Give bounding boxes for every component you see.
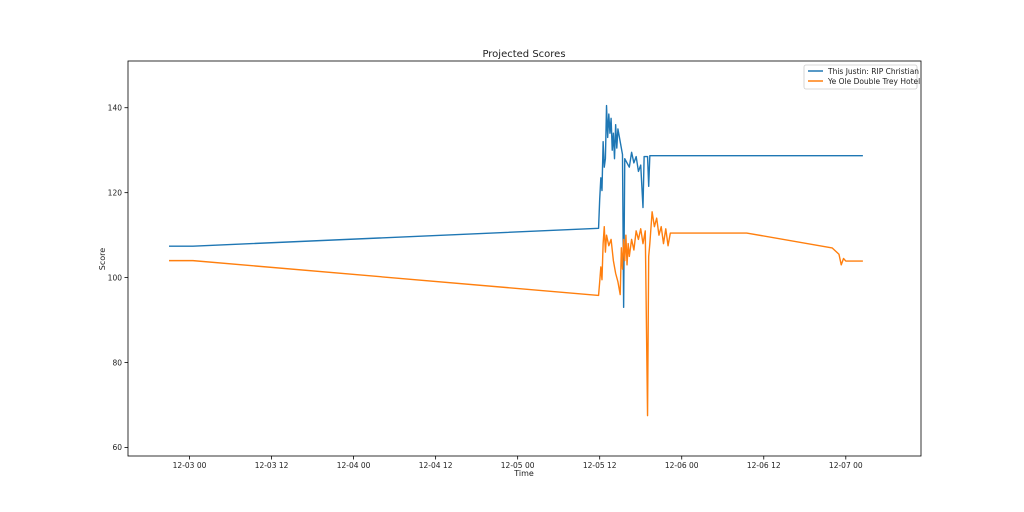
x-tick-label: 12-03 12 — [255, 461, 289, 470]
legend-label-series-2: Ye Ole Double Trey Hotel — [827, 77, 920, 86]
x-axis: 12-03 00 12-03 12 12-04 00 12-04 12 12-05 00… — [173, 456, 863, 470]
plot-area — [127, 60, 922, 457]
y-tick-label: 60 — [112, 443, 122, 452]
x-tick-label: 12-06 12 — [747, 461, 781, 470]
legend: This Justin: RIP Christian Ye Ole Double… — [803, 64, 920, 90]
y-tick-label: 100 — [108, 273, 123, 282]
x-axis-title: Time — [513, 469, 534, 478]
legend-box — [803, 64, 918, 90]
x-tick-label: 12-03 00 — [173, 461, 207, 470]
x-tick-label: 12-07 00 — [829, 461, 863, 470]
x-tick-label: 12-05 12 — [583, 461, 617, 470]
y-axis: 60 80 100 120 140 — [108, 103, 128, 452]
series-lines — [169, 104, 863, 417]
y-axis-title: Score — [98, 248, 107, 270]
series-line-1 — [169, 104, 863, 309]
y-tick-label: 80 — [112, 358, 122, 367]
legend-label-series-1: This Justin: RIP Christian — [827, 67, 919, 76]
y-tick-label: 140 — [108, 103, 123, 112]
x-tick-label: 12-06 00 — [665, 461, 699, 470]
x-tick-label: 12-04 12 — [419, 461, 453, 470]
y-tick-label: 120 — [108, 188, 123, 197]
x-tick-label: 12-05 00 — [501, 461, 535, 470]
series-line-2 — [169, 211, 863, 417]
chart-title: Projected Scores — [482, 49, 565, 60]
x-tick-label: 12-04 00 — [337, 461, 371, 470]
